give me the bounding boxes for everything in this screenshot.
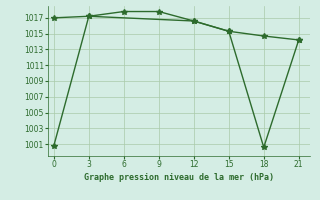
X-axis label: Graphe pression niveau de la mer (hPa): Graphe pression niveau de la mer (hPa) <box>84 173 274 182</box>
